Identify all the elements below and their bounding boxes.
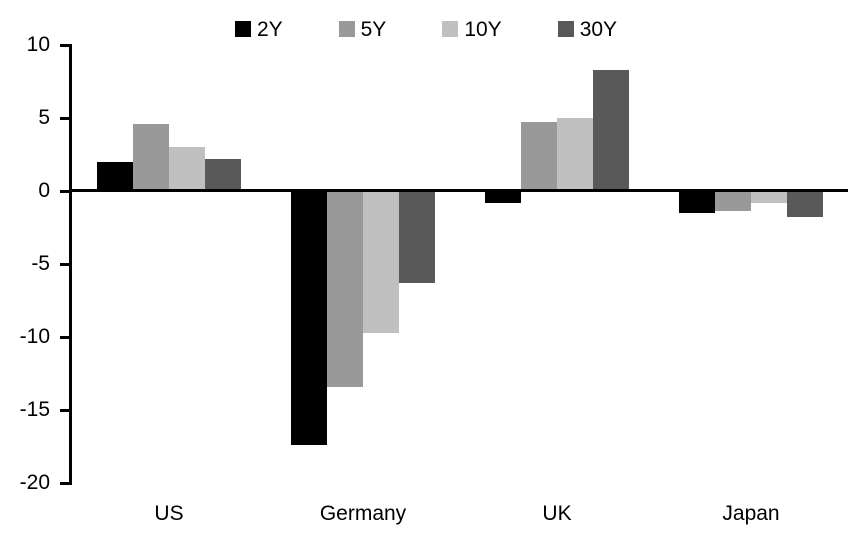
legend-label: 2Y [256, 17, 283, 41]
legend-item-10y: 10Y [442, 17, 502, 41]
chart-legend: 2Y 5Y 10Y 30Y [0, 12, 852, 46]
bar-us-10y [169, 147, 205, 191]
x-axis-category-label: Germany [319, 502, 407, 525]
x-axis-category-label: UK [542, 502, 572, 525]
y-axis-line [69, 43, 72, 485]
bar-us-30y [205, 158, 241, 191]
bar-us-2y [97, 161, 133, 191]
y-axis-tick-label: -20 [19, 471, 50, 494]
zero-baseline [69, 189, 848, 192]
legend-item-5y: 5Y [338, 17, 387, 41]
bar-germany-5y [327, 191, 363, 387]
y-axis-tick-mark [60, 481, 69, 485]
bar-germany-2y [291, 191, 327, 446]
bar-japan-30y [787, 191, 823, 218]
legend-item-30y: 30Y [557, 17, 618, 41]
y-axis-tick-mark [60, 408, 69, 412]
legend-label: 5Y [360, 17, 387, 41]
legend-swatch-30y [557, 21, 574, 37]
y-axis-tick-mark [60, 43, 69, 47]
y-axis-tick-mark [60, 262, 69, 266]
y-axis-tick-mark [60, 335, 69, 339]
legend-swatch-5y [338, 21, 355, 37]
legend-label: 30Y [579, 17, 618, 41]
bar-uk-2y [485, 191, 521, 203]
legend-label: 10Y [464, 17, 502, 41]
x-axis-category-label: Japan [722, 502, 780, 525]
y-axis-tick-label: -5 [31, 252, 50, 275]
legend-swatch-2y [234, 21, 251, 37]
y-axis-tick-label: -15 [19, 398, 50, 421]
bar-uk-10y [557, 118, 593, 191]
bar-uk-5y [521, 122, 557, 191]
bar-uk-30y [593, 69, 629, 191]
y-axis-tick-label: -10 [19, 325, 50, 348]
bar-japan-5y [715, 191, 751, 212]
legend-item-2y: 2Y [234, 17, 283, 41]
y-axis-tick-label: 10 [26, 33, 50, 56]
y-axis-tick-label: 5 [38, 106, 50, 129]
bar-us-5y [133, 123, 169, 191]
x-axis-category-label: US [154, 502, 184, 525]
bar-japan-2y [679, 191, 715, 213]
y-axis-tick-mark [60, 189, 69, 193]
bar-japan-10y [751, 191, 787, 203]
legend-swatch-10y [442, 21, 459, 37]
bar-germany-30y [399, 191, 435, 283]
y-axis-tick-label: 0 [38, 179, 50, 202]
y-axis-tick-mark [60, 116, 69, 120]
bar-germany-10y [363, 191, 399, 333]
